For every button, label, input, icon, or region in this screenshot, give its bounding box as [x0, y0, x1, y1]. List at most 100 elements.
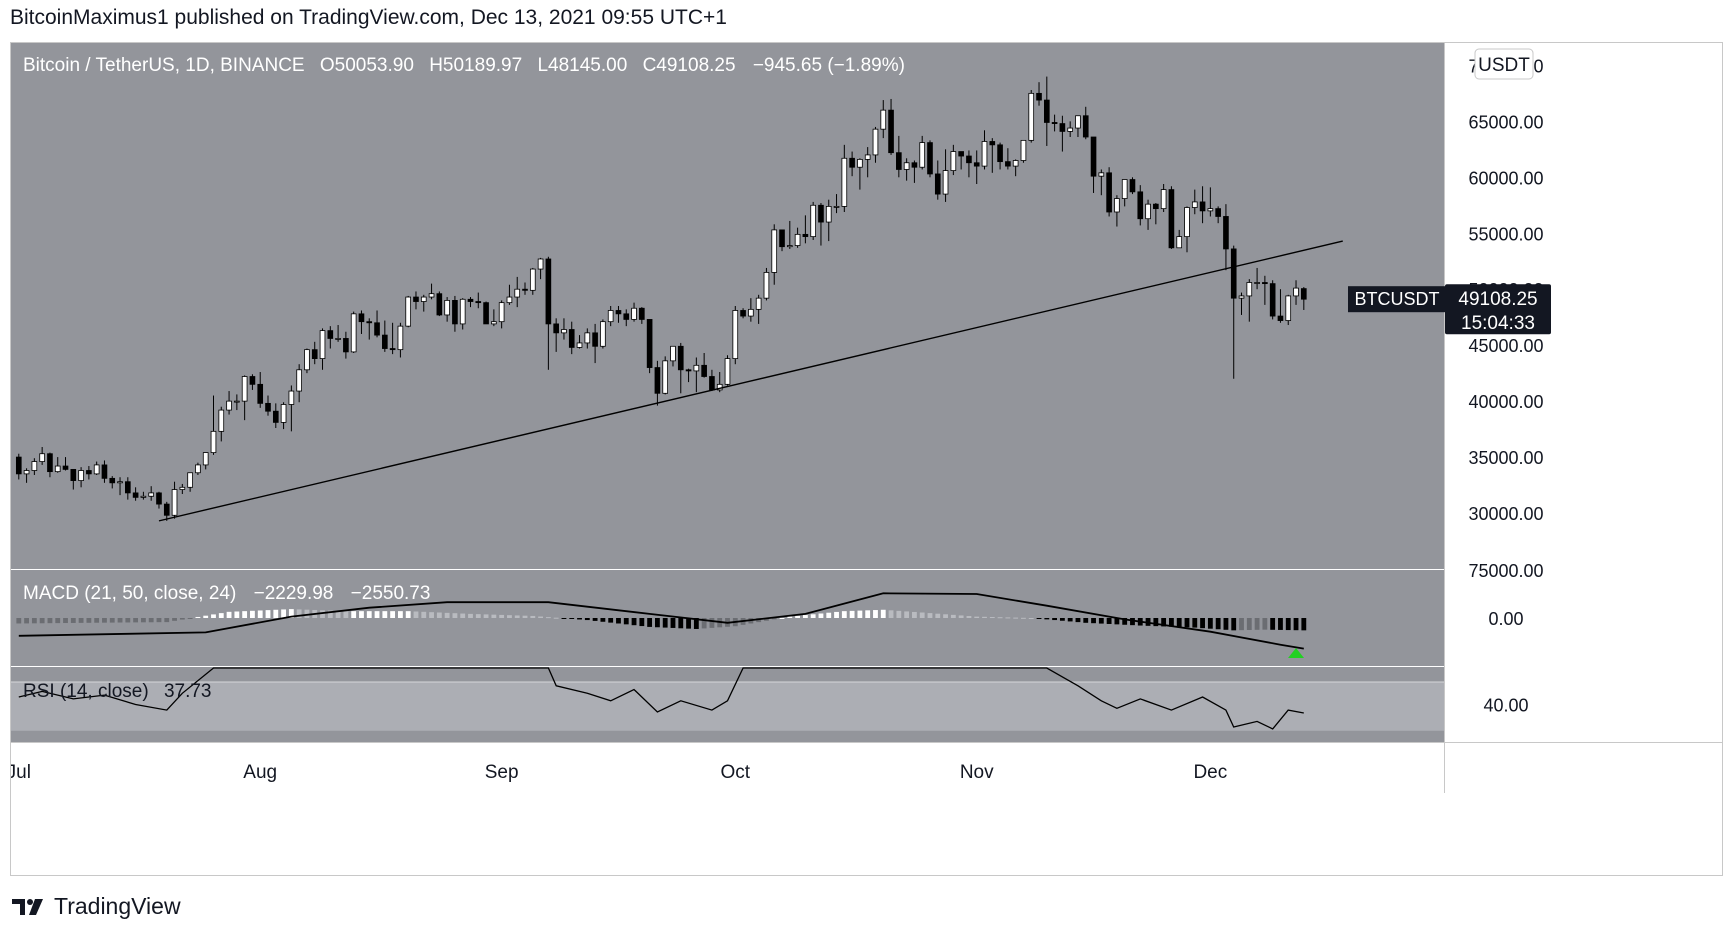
candle-down — [849, 157, 855, 168]
candle-up — [54, 465, 61, 473]
tradingview-logo-icon — [12, 898, 43, 915]
macd-histogram-bar — [1106, 618, 1112, 624]
macd-histogram-bar — [1270, 618, 1276, 630]
macd-histogram-bar — [1207, 618, 1213, 629]
candle-down — [802, 233, 809, 238]
last-price-label: BTCUSDT 49108.25 15:04:33 — [1348, 284, 1551, 335]
candle-down — [156, 492, 162, 505]
macd-histogram-bar — [483, 614, 489, 618]
candle-down — [1230, 248, 1237, 299]
high-value: 50189.97 — [443, 55, 522, 76]
macd-histogram-bar — [164, 618, 170, 623]
candle-down — [623, 313, 630, 320]
macd-histogram-bar — [1021, 617, 1026, 619]
macd-histogram-bar — [787, 616, 793, 618]
price-pane-background — [11, 43, 1444, 569]
macd-histogram-bar — [335, 610, 341, 618]
macd-histogram-bar — [1200, 618, 1205, 629]
macd-histogram-bar — [1246, 618, 1252, 630]
tradingview-logo[interactable]: TradingView — [12, 893, 181, 920]
macd-histogram-bar — [24, 618, 29, 624]
macd-histogram-bar — [250, 610, 255, 618]
candle-up — [903, 162, 910, 170]
macd-histogram-bar — [974, 616, 980, 618]
macd-histogram-bar — [818, 613, 824, 618]
candle-up — [607, 310, 614, 323]
macd-histogram-bar — [63, 618, 68, 624]
candle-down — [436, 293, 443, 316]
macd-histogram-bar — [1231, 618, 1237, 631]
candle-up — [335, 338, 341, 340]
macd-histogram-bar — [491, 614, 497, 618]
candle-down — [163, 503, 170, 516]
macd-histogram-bar — [693, 618, 699, 629]
macd-histogram-bar — [304, 609, 310, 618]
candle-up — [280, 404, 287, 423]
macd-histogram-bar — [102, 618, 107, 623]
macd-histogram-bar — [1059, 618, 1065, 621]
candle-up — [561, 329, 567, 334]
macd-histogram-bar — [592, 618, 598, 621]
candle-up — [693, 364, 700, 372]
candle-up — [771, 229, 778, 273]
macd-histogram-bar — [55, 618, 61, 624]
candle-down — [382, 334, 388, 349]
candle-up — [1098, 172, 1105, 177]
macd-histogram-bar — [78, 618, 84, 623]
candle-down — [1106, 172, 1112, 213]
candle-down — [272, 410, 279, 423]
macd-histogram-bar — [468, 613, 473, 618]
macd-histogram-bar — [826, 612, 832, 618]
candle-down — [101, 464, 108, 479]
macd-histogram-bar — [1044, 618, 1050, 620]
candle-up — [319, 330, 326, 360]
candle-up — [763, 272, 770, 299]
candle-down — [1153, 203, 1159, 210]
macd-histogram-bar — [654, 618, 660, 628]
trendline[interactable] — [158, 240, 1343, 522]
macd-histogram-bar — [919, 612, 925, 618]
candle-up — [234, 400, 240, 403]
candle-down — [966, 155, 972, 164]
macd-histogram-bar — [545, 617, 551, 619]
candle-up — [841, 157, 848, 207]
time-axis[interactable]: Jul Aug Sep Oct Nov Dec — [11, 762, 1227, 783]
candle-up — [1114, 198, 1120, 213]
chart-container[interactable]: 30000.0035000.0040000.0045000.0050000.00… — [10, 42, 1723, 876]
macd-histogram-bar — [366, 611, 372, 618]
candle-down — [70, 468, 77, 481]
bar-countdown: 15:04:33 — [1461, 313, 1535, 334]
candle-up — [241, 376, 248, 402]
macd-legend-value2: −2550.73 — [351, 583, 431, 604]
candle-up — [498, 302, 505, 323]
macd-histogram-bar — [662, 618, 668, 628]
candle-down — [911, 162, 918, 168]
currency-badge[interactable]: USDT — [1474, 48, 1534, 80]
macd-histogram-bar — [1005, 617, 1011, 619]
price-axis[interactable]: 30000.0035000.0040000.0045000.0050000.00… — [1468, 56, 1543, 715]
candle-up — [794, 233, 801, 246]
candle-down — [1223, 216, 1229, 250]
candle-up — [584, 332, 591, 344]
macd-histogram-bar — [927, 613, 933, 618]
candle-up — [218, 409, 225, 432]
macd-histogram-bar — [600, 618, 606, 622]
macd-legend-value1: −2229.98 — [254, 583, 334, 604]
candle-up — [171, 489, 178, 516]
candle-down — [125, 481, 131, 494]
candle-up — [195, 464, 201, 474]
time-axis-tick-label: Nov — [960, 762, 994, 783]
macd-histogram-bar — [1278, 618, 1283, 630]
candle-up — [872, 128, 879, 156]
macd-histogram-bar — [1293, 618, 1299, 631]
candle-up — [117, 481, 123, 484]
candle-up — [39, 453, 45, 462]
macd-histogram-bar — [94, 618, 100, 623]
candle-up — [1145, 203, 1151, 220]
candle-down — [1137, 191, 1144, 220]
price-axis-tick-label: 30000.00 — [1468, 504, 1543, 524]
candle-up — [825, 205, 832, 223]
candle-up — [226, 400, 232, 411]
candle-down — [646, 319, 653, 368]
candle-up — [950, 151, 957, 171]
